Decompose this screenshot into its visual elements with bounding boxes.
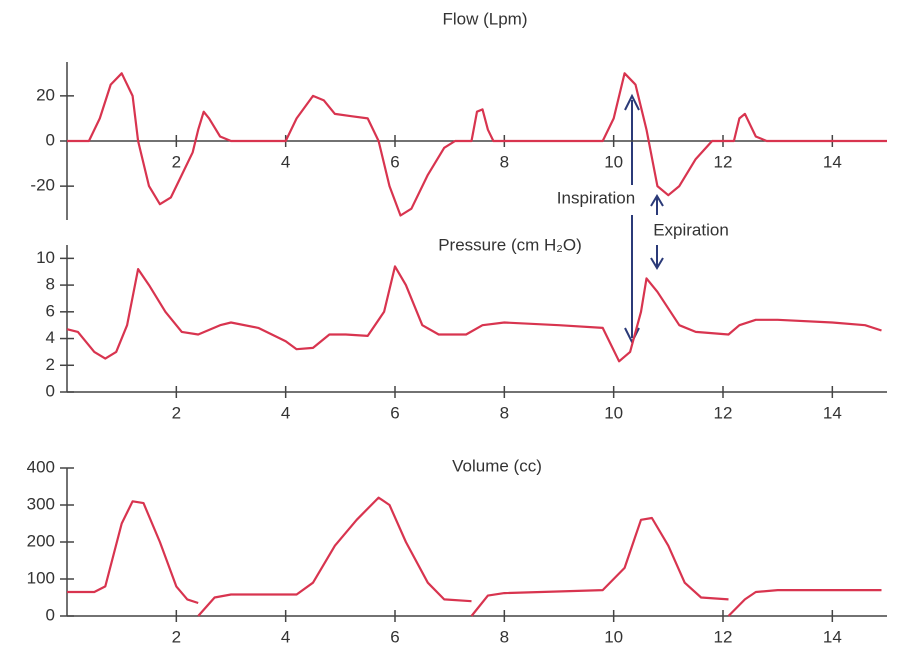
arrowhead — [650, 257, 664, 270]
x-tick-label: 2 — [172, 403, 181, 422]
x-tick-label: 10 — [604, 152, 623, 171]
y-tick-label: 0 — [46, 381, 55, 400]
y-tick-label: 10 — [36, 248, 55, 267]
y-tick-label: 400 — [27, 457, 55, 476]
y-tick-label: -20 — [30, 176, 55, 195]
x-tick-label: 4 — [281, 403, 290, 422]
x-tick-label: 12 — [714, 403, 733, 422]
x-tick-label: 6 — [390, 403, 399, 422]
y-tick-label: 2 — [46, 355, 55, 374]
x-tick-label: 2 — [172, 627, 181, 646]
annotation: Expiration — [653, 220, 729, 239]
y-tick-label: 300 — [27, 494, 55, 513]
chart-title: Flow (Lpm) — [442, 9, 527, 28]
x-tick-label: 8 — [500, 152, 509, 171]
y-tick-label: 0 — [46, 130, 55, 149]
annotation-arrows — [624, 93, 664, 345]
x-tick-label: 6 — [390, 152, 399, 171]
x-tick-label: 10 — [604, 403, 623, 422]
y-tick-label: 200 — [27, 531, 55, 550]
x-tick-label: 8 — [500, 403, 509, 422]
data-line — [66, 265, 882, 363]
x-tick-label: 14 — [823, 627, 842, 646]
x-tick-label: 8 — [500, 627, 509, 646]
y-tick-label: 20 — [36, 85, 55, 104]
y-tick-label: 100 — [27, 568, 55, 587]
y-tick-label: 6 — [46, 301, 55, 320]
annotation: Inspiration — [557, 188, 635, 207]
chart-title: Volume (cc) — [452, 456, 542, 475]
x-tick-label: 4 — [281, 627, 290, 646]
x-tick-label: 14 — [823, 152, 842, 171]
x-tick-label: 12 — [714, 627, 733, 646]
arrowhead — [650, 194, 664, 207]
x-tick-label: 6 — [390, 627, 399, 646]
x-tick-label: 2 — [172, 152, 181, 171]
x-tick-label: 10 — [604, 627, 623, 646]
y-tick-label: 4 — [46, 328, 55, 347]
data-line — [67, 72, 887, 217]
y-tick-label: 8 — [46, 275, 55, 294]
data-line — [67, 496, 882, 617]
x-tick-label: 4 — [281, 152, 290, 171]
x-tick-label: 14 — [823, 403, 842, 422]
arrowhead — [624, 93, 640, 111]
x-tick-label: 12 — [714, 152, 733, 171]
y-tick-label: 0 — [46, 605, 55, 624]
chart-title: Pressure (cm H₂O) — [438, 235, 582, 254]
